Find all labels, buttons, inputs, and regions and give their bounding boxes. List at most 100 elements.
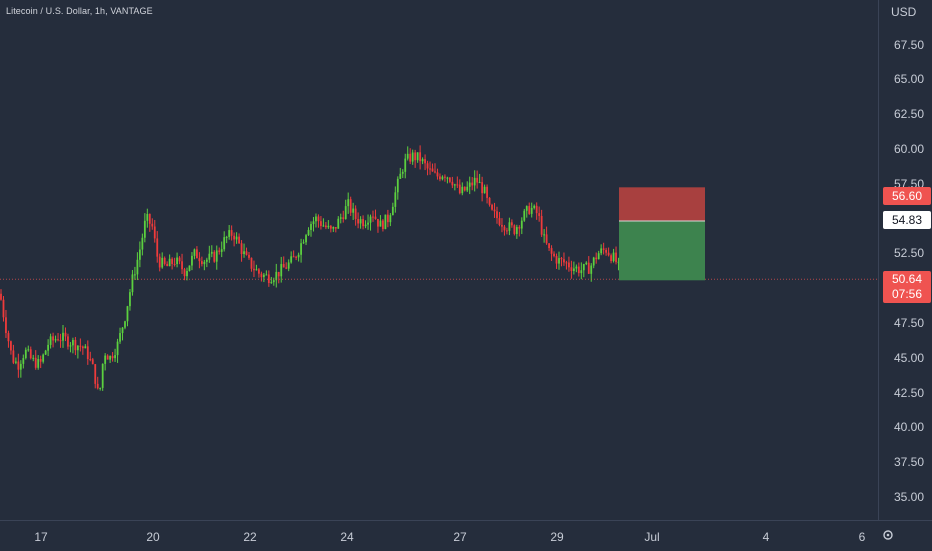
candle-body [7, 333, 10, 342]
candle-body [590, 265, 593, 274]
candle-body [478, 182, 481, 184]
candle-body [186, 271, 188, 277]
candle-body [347, 199, 350, 207]
candle-body [320, 221, 322, 226]
candle-body [173, 263, 176, 265]
date-tick: 29 [550, 530, 564, 544]
candle-body [153, 226, 156, 239]
candle-body [424, 159, 426, 164]
candle-body [131, 274, 134, 293]
candle-body [67, 336, 69, 347]
candle-body [163, 257, 166, 264]
candle-body [270, 282, 273, 284]
candle-body [136, 259, 139, 275]
candle-body [334, 227, 337, 229]
candle-body [34, 357, 37, 368]
candle-body [535, 205, 538, 214]
candle-body [565, 262, 568, 264]
candle-body [39, 359, 42, 362]
candle-body [431, 168, 434, 172]
candle-body [595, 257, 598, 260]
candle-body [74, 339, 77, 351]
candle-body [533, 205, 536, 208]
candle-body [382, 220, 384, 230]
candle-body [404, 158, 407, 172]
candle-body [468, 182, 471, 187]
candle-body [394, 192, 397, 207]
price-tick: 45.00 [893, 350, 924, 365]
candle-body [280, 264, 283, 277]
candle-body [287, 262, 290, 269]
candle-body [200, 261, 203, 265]
price-chart-area[interactable] [0, 0, 878, 520]
candle-body [374, 216, 377, 219]
price-tick: 67.50 [893, 37, 924, 52]
candle-body [540, 215, 543, 235]
candle-body [44, 350, 47, 355]
candle-body [47, 344, 50, 351]
candle-body [444, 176, 446, 178]
candle-body [114, 355, 116, 359]
candle-body [171, 258, 174, 264]
candle-body [262, 274, 265, 278]
candle-body [575, 266, 578, 269]
candle-body [168, 258, 171, 267]
candle-body [322, 225, 325, 227]
candle-body [302, 242, 305, 244]
candle-body [379, 220, 382, 227]
candle-body [285, 267, 288, 269]
date-tick: 17 [34, 530, 48, 544]
candle-body [607, 252, 610, 256]
position-stop-zone[interactable] [619, 187, 705, 221]
price-axis[interactable]: USD 67.50 65.00 62.50 60.00 57.50 52.50 47.50 4… [878, 0, 932, 520]
candle-body [501, 224, 503, 227]
candle-body [597, 253, 600, 260]
candle-body [434, 171, 436, 173]
price-tick: 37.50 [893, 455, 924, 470]
candle-body [228, 230, 231, 237]
candle-body [525, 206, 528, 211]
candle-body [27, 349, 30, 351]
price-tick: 52.50 [893, 246, 924, 261]
candle-body [52, 336, 54, 341]
candle-body [146, 213, 149, 221]
candle-body [69, 345, 72, 347]
candle-body [272, 280, 275, 283]
candle-body [545, 234, 548, 244]
candle-body [14, 361, 17, 363]
candle-body [315, 216, 317, 222]
candle-body [310, 224, 312, 230]
candle-body [22, 358, 25, 364]
candle-body [134, 274, 136, 276]
candle-body [483, 186, 486, 194]
candle-body [416, 152, 419, 161]
position-target-zone[interactable] [619, 220, 705, 281]
candle-body [354, 208, 357, 220]
candle-body [96, 383, 99, 389]
candle-body [463, 186, 466, 191]
candle-body [245, 251, 248, 255]
candle-body [101, 363, 104, 388]
candle-body [54, 339, 57, 341]
candle-body [352, 208, 355, 213]
time-axis[interactable]: 17 20 22 24 27 29 Jul 4 6 [0, 520, 932, 551]
settings-gear-icon[interactable] [881, 527, 895, 543]
candle-body [617, 261, 620, 263]
candle-body [481, 182, 484, 194]
candle-body [461, 186, 464, 194]
candle-body [610, 255, 612, 262]
candle-body [282, 264, 285, 268]
currency-label: USD [891, 5, 917, 19]
candle-body [357, 219, 360, 224]
candle-body [188, 265, 191, 272]
candle-body [568, 262, 570, 268]
candle-body [421, 159, 424, 162]
candle-body [12, 350, 15, 363]
candle-body [116, 341, 119, 356]
candle-body [213, 251, 216, 262]
candle-body [587, 262, 590, 274]
candle-body [230, 230, 233, 236]
candle-body [81, 346, 84, 349]
candle-body [389, 215, 392, 223]
